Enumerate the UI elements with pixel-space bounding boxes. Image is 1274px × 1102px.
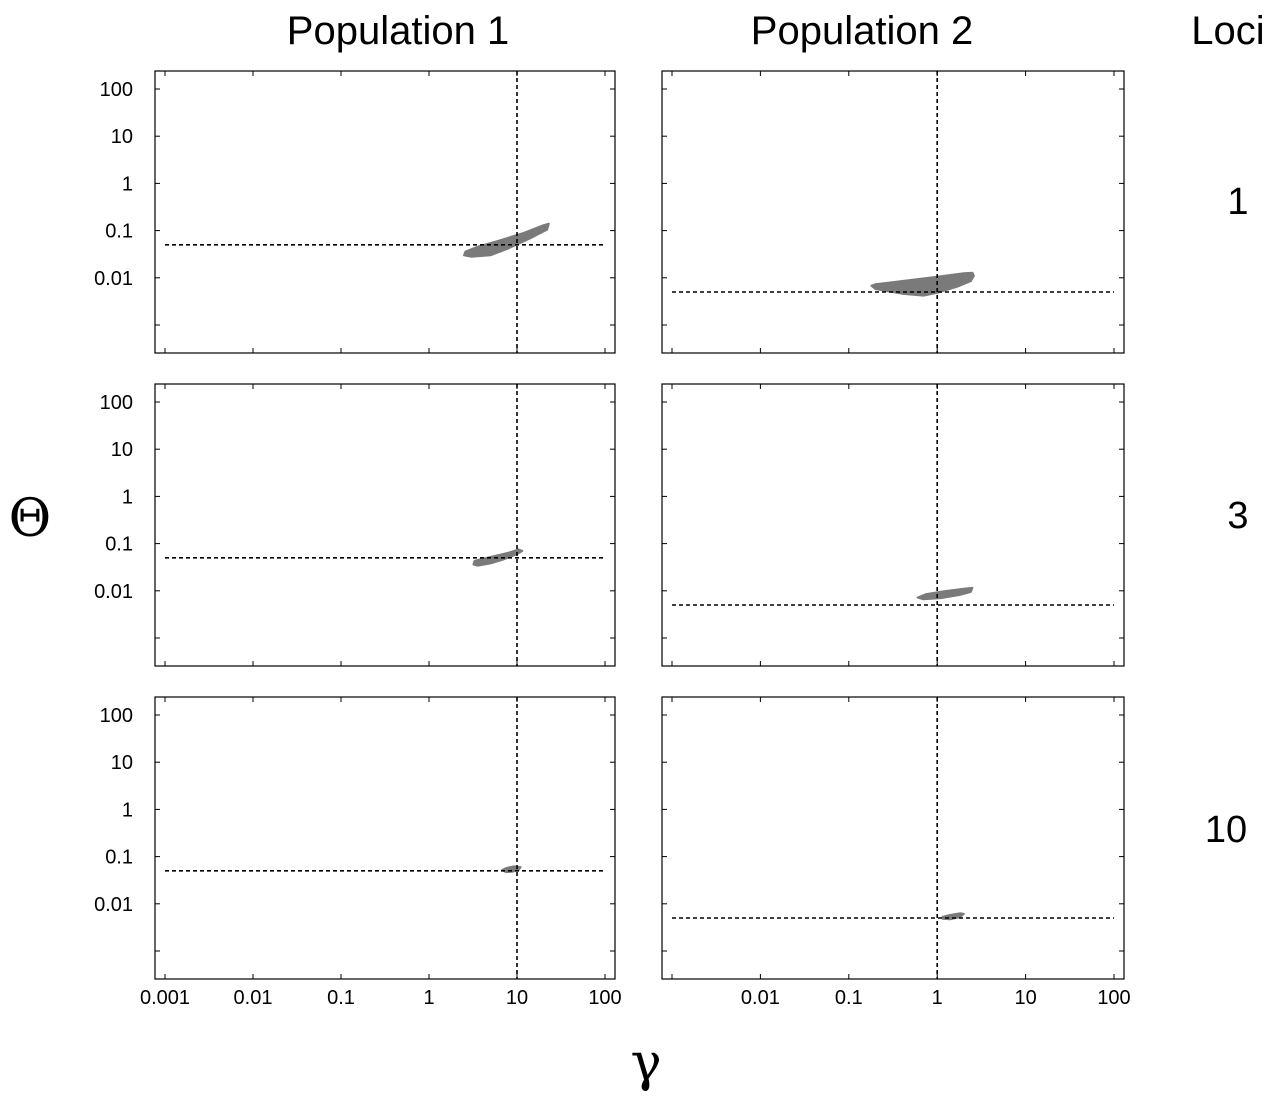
estimate-region xyxy=(463,222,550,258)
y-tick-label: 100 xyxy=(100,79,133,101)
y-axis-label: Θ xyxy=(9,489,52,549)
column-title-population-2: Population 2 xyxy=(751,9,973,53)
y-tick-label: 0.1 xyxy=(105,534,133,556)
estimate-region xyxy=(501,865,522,874)
y-tick-label: 0.01 xyxy=(94,894,133,916)
x-tick-label: 0.01 xyxy=(741,987,780,1009)
y-tick-label: 10 xyxy=(111,752,133,774)
panel-frame xyxy=(661,696,1125,980)
loci-row-label-10: 10 xyxy=(1205,809,1247,851)
estimate-region xyxy=(870,271,975,297)
loci-row-label-3: 3 xyxy=(1227,495,1248,537)
panel-frame xyxy=(154,383,616,667)
x-tick-label: 10 xyxy=(506,987,528,1009)
x-tick-label: 0.01 xyxy=(234,987,273,1009)
panel-2 xyxy=(661,70,1125,354)
panel-6: 0.01 0.1 1 10 100 xyxy=(661,696,1131,1009)
panel-frame xyxy=(154,70,616,354)
panel-5: 0.01 0.1 1 10 100 0.001 0.01 0.1 1 10 100 xyxy=(94,696,622,1009)
y-tick-label: 10 xyxy=(111,439,133,461)
y-tick-label: 10 xyxy=(111,126,133,148)
estimate-region xyxy=(916,586,974,601)
x-tick-label: 0.1 xyxy=(835,987,863,1009)
y-tick-label: 0.1 xyxy=(105,847,133,869)
y-tick-label: 0.01 xyxy=(94,268,133,290)
panel-3: 0.01 0.1 1 10 100 xyxy=(94,383,616,667)
panels: 0.010.11101000.010.11101000.010.11101000… xyxy=(94,70,1131,1009)
loci-header: Loci xyxy=(1191,9,1264,53)
y-tick-label: 1 xyxy=(122,173,133,195)
y-tick-label: 0.01 xyxy=(94,581,133,603)
panel-1: 0.01 0.1 1 10 100 xyxy=(94,70,616,354)
y-tick-label: 0.1 xyxy=(105,221,133,243)
panel-frame xyxy=(154,696,616,980)
y-tick-label: 100 xyxy=(100,705,133,727)
x-tick-label: 10 xyxy=(1014,987,1036,1009)
loci-row-label-1: 1 xyxy=(1227,181,1248,223)
panel-4 xyxy=(661,383,1125,667)
x-tick-label: 100 xyxy=(1097,987,1130,1009)
y-tick-label: 1 xyxy=(122,799,133,821)
x-tick-label: 0.1 xyxy=(327,987,355,1009)
column-title-population-1: Population 1 xyxy=(287,9,509,53)
y-tick-label: 1 xyxy=(122,486,133,508)
y-tick-label: 100 xyxy=(100,392,133,414)
x-tick-label: 100 xyxy=(588,987,621,1009)
panel-frame xyxy=(661,70,1125,354)
panel-frame xyxy=(661,383,1125,667)
x-axis-label: γ xyxy=(630,1033,661,1093)
x-tick-label: 0.001 xyxy=(140,987,190,1009)
x-tick-label: 1 xyxy=(932,987,943,1009)
x-tick-label: 1 xyxy=(423,987,434,1009)
